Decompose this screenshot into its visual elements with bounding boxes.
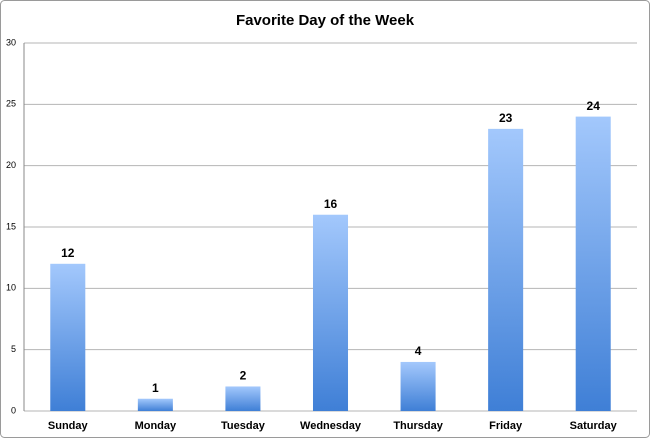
- y-tick-label: 20: [6, 160, 16, 170]
- bar: [50, 263, 86, 411]
- data-label: 24: [587, 99, 601, 113]
- data-label: 2: [240, 369, 247, 383]
- y-tick-label: 25: [6, 99, 16, 109]
- bar: [137, 398, 173, 411]
- data-label: 23: [499, 111, 513, 125]
- bar: [312, 214, 349, 411]
- data-label: 4: [415, 344, 422, 358]
- x-tick-label: Sunday: [48, 420, 89, 432]
- data-label: 12: [61, 246, 75, 260]
- y-tick-label: 5: [11, 344, 16, 354]
- chart-title: Favorite Day of the Week: [236, 12, 415, 29]
- bar: [400, 361, 436, 411]
- x-tick-label: Thursday: [393, 420, 443, 432]
- x-tick-label: Monday: [135, 420, 177, 432]
- x-tick-label: Wednesday: [300, 420, 362, 432]
- x-tick-label: Tuesday: [221, 420, 266, 432]
- y-tick-label: 15: [6, 221, 16, 231]
- y-tick-label: 0: [11, 405, 16, 415]
- bar: [488, 128, 524, 411]
- data-label: 16: [324, 197, 338, 211]
- bar: [575, 116, 611, 411]
- y-tick-label: 10: [6, 283, 16, 293]
- y-tick-label: 30: [6, 37, 16, 47]
- data-label: 1: [152, 381, 159, 395]
- bar: [225, 386, 261, 411]
- x-tick-label: Friday: [489, 420, 523, 432]
- x-tick-label: Saturday: [570, 420, 618, 432]
